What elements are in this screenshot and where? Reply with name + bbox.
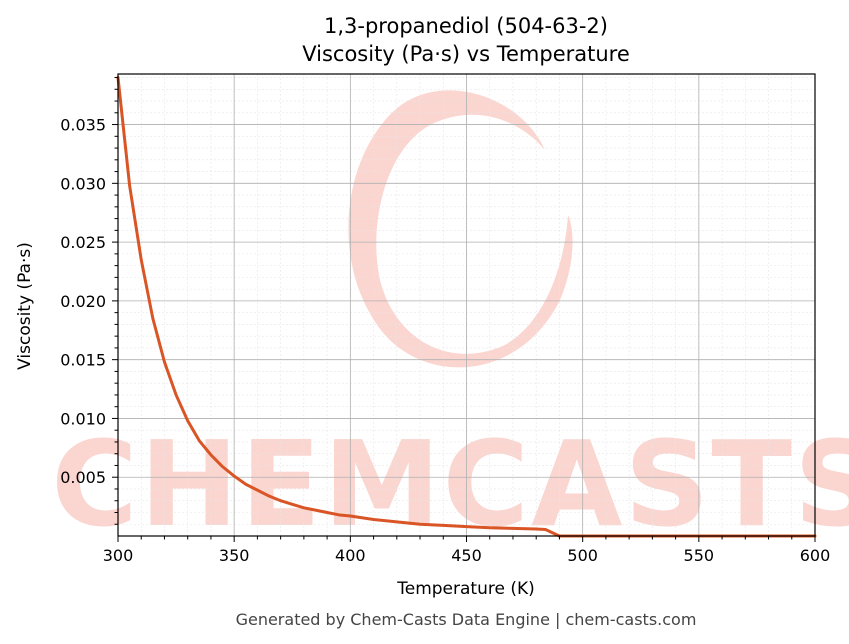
x-tick-label: 350: [219, 546, 250, 565]
y-axis-label: Viscosity (Pa·s): [15, 242, 35, 370]
y-tick-label: 0.035: [60, 116, 106, 135]
x-tick-label: 300: [103, 546, 134, 565]
y-axis-ticks: 0.005 0.010 0.015 0.020 0.025 0.030 0.035: [60, 77, 118, 525]
x-tick-label: 450: [451, 546, 482, 565]
y-tick-label: 0.015: [60, 351, 106, 370]
x-tick-label: 400: [335, 546, 366, 565]
y-tick-label: 0.020: [60, 292, 106, 311]
x-axis-label: Temperature (K): [396, 579, 535, 599]
footer-credit: Generated by Chem-Casts Data Engine | ch…: [236, 610, 697, 629]
y-tick-label: 0.030: [60, 174, 106, 193]
x-tick-label: 500: [567, 546, 598, 565]
watermark-text: CHEMCASTS: [51, 415, 849, 553]
y-tick-label: 0.025: [60, 233, 106, 252]
x-tick-label: 550: [684, 546, 715, 565]
major-grid: [117, 74, 816, 536]
watermark: CHEMCASTS: [51, 90, 849, 553]
x-axis-ticks: 300 350 400 450 500 550 600: [103, 536, 831, 565]
chart-title: 1,3-propanediol (504-63-2): [324, 14, 608, 38]
y-tick-label: 0.010: [60, 409, 106, 428]
watermark-logo-swirl: [348, 90, 573, 368]
x-tick-label: 600: [800, 546, 831, 565]
y-tick-label: 0.005: [60, 468, 106, 487]
chart-subtitle: Viscosity (Pa·s) vs Temperature: [302, 42, 630, 66]
